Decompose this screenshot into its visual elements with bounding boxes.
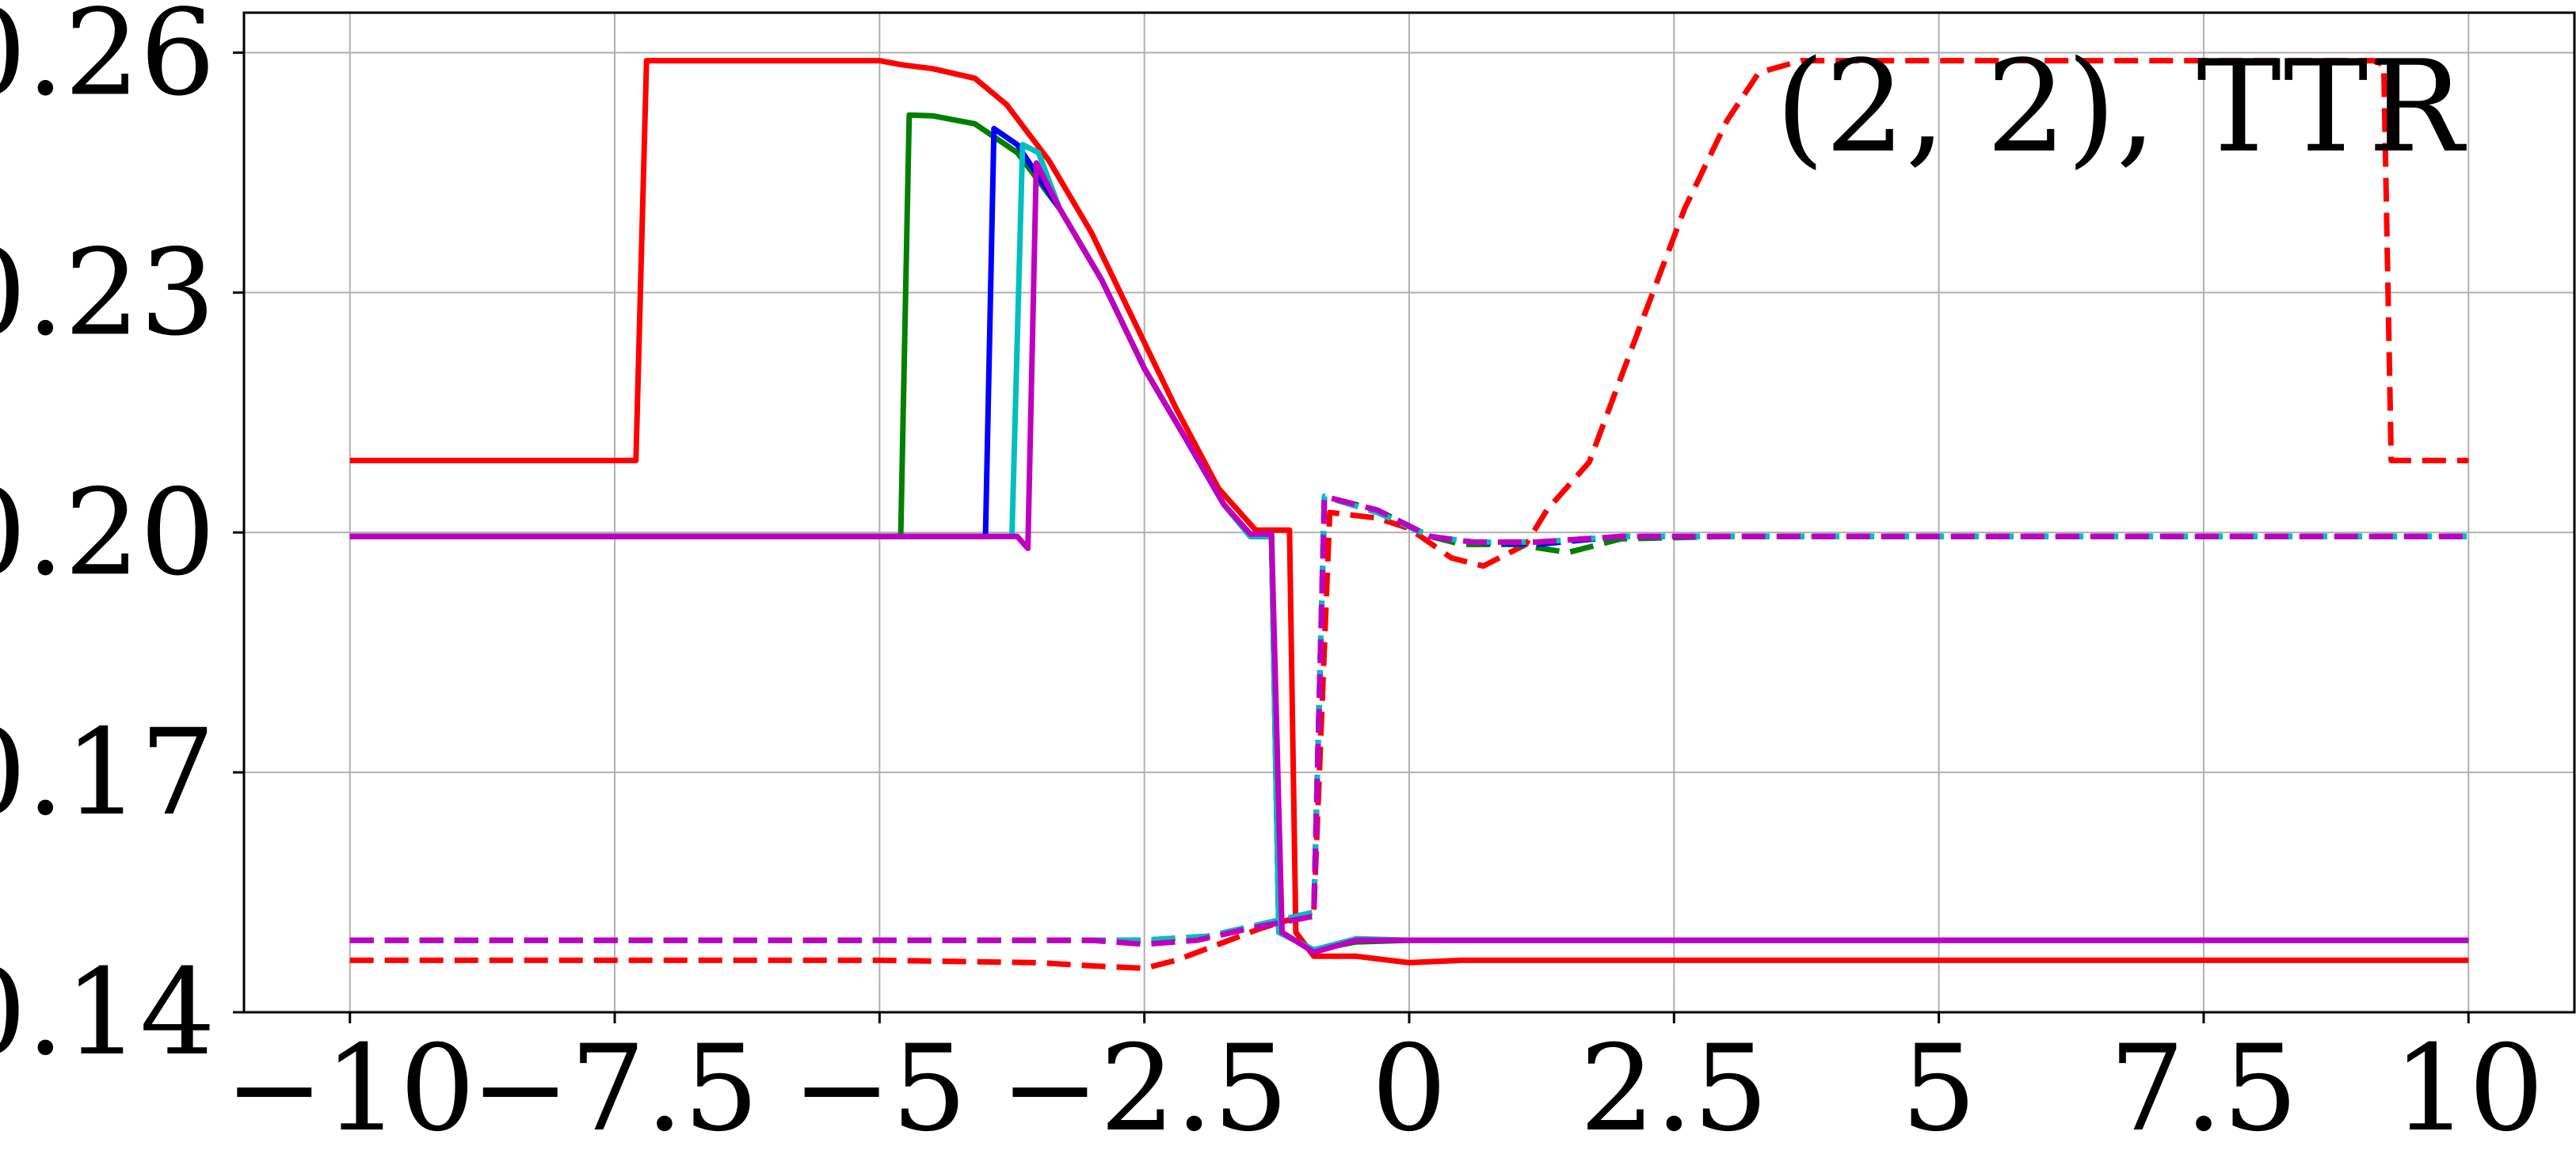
y-tick-label: 0.23: [0, 224, 215, 362]
series-line-9: [349, 493, 2469, 947]
series-line-0: [349, 58, 2469, 966]
x-tick-label: 2.5: [1580, 1020, 1769, 1158]
x-tick-label: 5: [1901, 1020, 1976, 1158]
series-group: [349, 58, 2469, 971]
x-tick-label: 0: [1371, 1020, 1446, 1158]
y-tick-label: 0.20: [0, 464, 215, 602]
y-tick-label: 0.14: [0, 944, 215, 1082]
x-axis-ticks: −10−7.5 −5 −2.5 0 2.5 5 7.5 10: [224, 1012, 2544, 1158]
x-tick-label: −5: [792, 1020, 967, 1158]
y-tick-label: 0.26: [0, 0, 215, 122]
x-tick-label: −7.5: [471, 1020, 759, 1158]
y-axis-ticks: 0.14 0.17 0.20 0.23 0.26: [0, 0, 244, 1082]
x-tick-label: 10: [2393, 1020, 2544, 1158]
y-tick-label: 0.17: [0, 704, 215, 842]
x-tick-label: 7.5: [2109, 1020, 2299, 1158]
x-tick-label: −2.5: [1000, 1020, 1289, 1158]
chart-annotation: (2, 2), TTR: [1775, 32, 2467, 181]
series-line-8: [349, 160, 2469, 955]
x-tick-label: −10: [224, 1020, 475, 1158]
